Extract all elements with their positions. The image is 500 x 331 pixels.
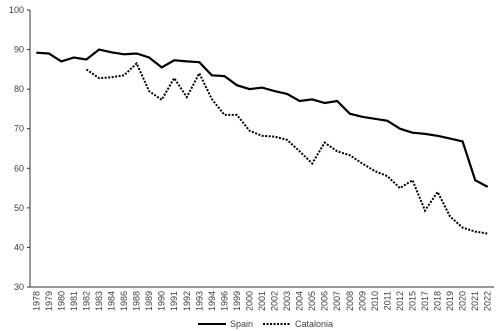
y-tick-label: 90 <box>14 45 24 55</box>
y-tick-label: 40 <box>14 242 24 252</box>
x-tick-label: 1979 <box>44 291 54 311</box>
y-tick-label: 70 <box>14 124 24 134</box>
x-tick-label: 2010 <box>370 291 380 311</box>
x-tick-label: 1981 <box>69 291 79 311</box>
y-tick-label: 100 <box>9 5 24 15</box>
y-tick-label: 80 <box>14 84 24 94</box>
x-tick-label: 2018 <box>433 291 443 311</box>
x-tick-label: 1996 <box>219 291 229 311</box>
x-tick-label: 1994 <box>207 291 217 311</box>
x-tick-label: 1999 <box>232 291 242 311</box>
series-line <box>85 61 488 235</box>
x-tick-label: 2009 <box>357 291 367 311</box>
x-tick-label: 1986 <box>119 291 129 311</box>
x-tick-label: 2020 <box>458 291 468 311</box>
x-tick-label: 2000 <box>244 291 254 311</box>
x-tick-label: 2006 <box>320 291 330 311</box>
legend-label: Spain <box>230 319 253 329</box>
legend-label: Catalonia <box>295 319 333 329</box>
x-tick-label: 2007 <box>332 291 342 311</box>
x-tick-label: 2011 <box>382 291 392 310</box>
x-tick-label: 2022 <box>483 291 493 311</box>
x-tick-label: 2015 <box>407 291 417 311</box>
x-tick-label: 2019 <box>445 291 455 311</box>
x-tick-label: 1982 <box>81 291 91 311</box>
x-tick-label: 2003 <box>282 291 292 311</box>
y-tick-label: 30 <box>14 282 24 292</box>
x-tick-label: 2002 <box>270 291 280 311</box>
x-tick-label: 1984 <box>107 291 117 311</box>
x-tick-label: 2012 <box>395 291 405 311</box>
x-tick-label: 1991 <box>169 291 179 311</box>
x-tick-label: 1992 <box>182 291 192 311</box>
x-tick-label: 1993 <box>194 291 204 311</box>
x-tick-label: 2021 <box>470 291 480 311</box>
x-tick-label: 1990 <box>157 291 167 311</box>
x-tick-label: 2004 <box>295 291 305 311</box>
x-tick-label: 2001 <box>257 291 267 311</box>
x-tick-label: 1983 <box>94 291 104 311</box>
x-tick-label: 1989 <box>144 291 154 311</box>
y-tick-label: 60 <box>14 163 24 173</box>
series-line <box>36 48 489 188</box>
x-tick-label: 1988 <box>132 291 142 311</box>
x-tick-label: 1980 <box>56 291 66 311</box>
x-tick-label: 2005 <box>307 291 317 311</box>
x-tick-label: 1978 <box>31 291 41 311</box>
y-tick-label: 50 <box>14 203 24 213</box>
x-tick-label: 2008 <box>345 291 355 311</box>
x-tick-label: 2017 <box>420 291 430 311</box>
